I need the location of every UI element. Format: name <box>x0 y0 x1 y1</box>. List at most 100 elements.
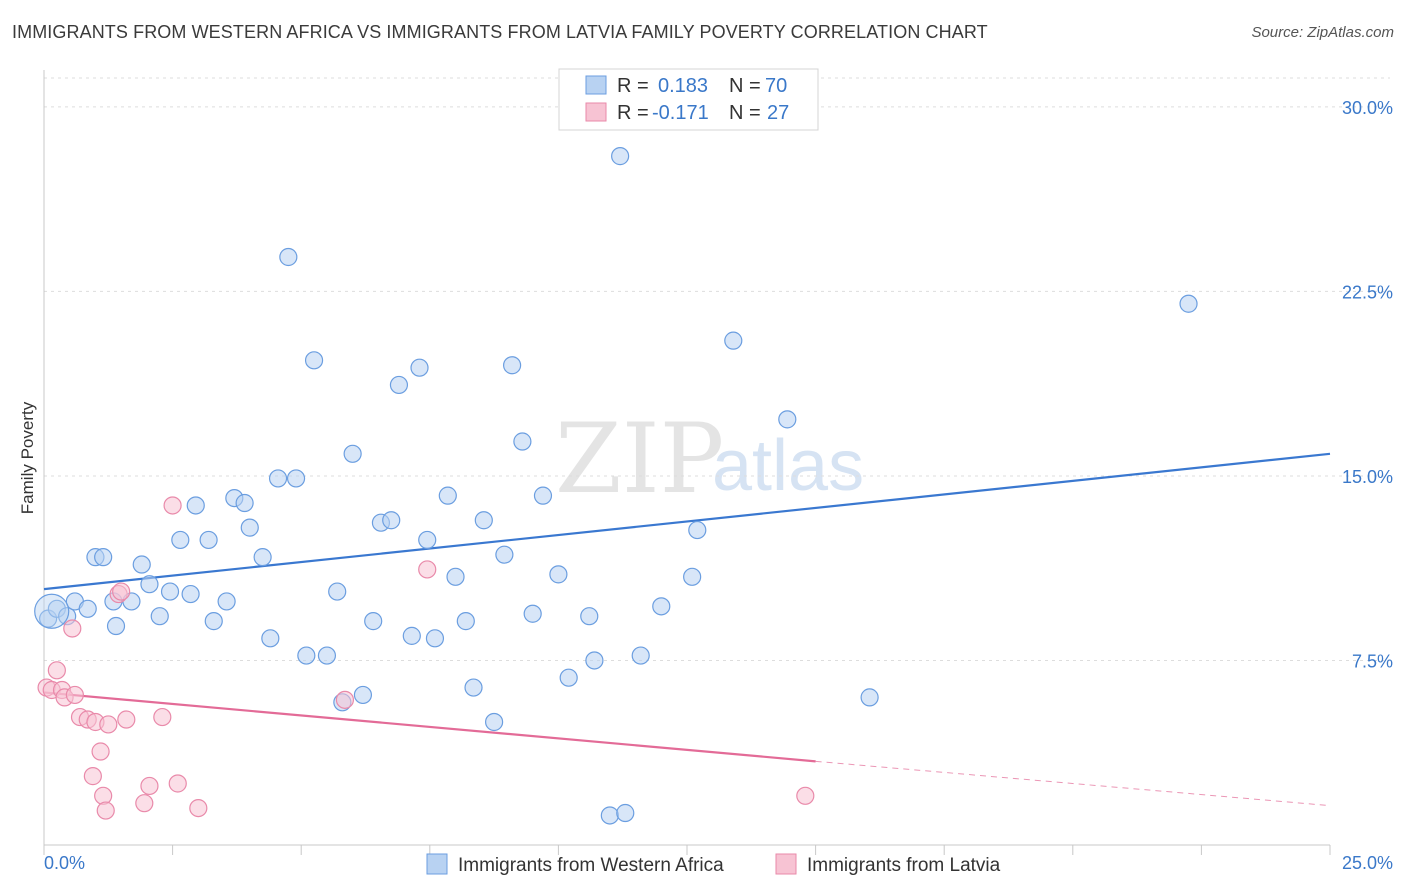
y-tick-label-1: 15.0% <box>1342 467 1393 487</box>
wa-point <box>523 604 542 623</box>
wa-point <box>268 469 288 488</box>
series-legend-swatch-pink <box>775 853 797 875</box>
wa-point <box>34 593 70 629</box>
lv-point <box>99 715 118 734</box>
y-tick-label-0: 7.5% <box>1352 651 1393 671</box>
trend-line-western-africa <box>43 452 1331 591</box>
wa-point <box>652 597 671 616</box>
wa-point <box>317 646 337 665</box>
lv-point <box>91 742 110 761</box>
wa-point <box>438 486 457 505</box>
series-latvia-points <box>37 496 815 820</box>
series-legend-label-western-africa: Immigrants from Western Africa <box>458 855 724 876</box>
wa-point <box>600 806 619 825</box>
lv-point <box>189 798 208 818</box>
series-legend-swatch-blue <box>426 853 448 875</box>
wa-point <box>402 626 421 645</box>
lv-point <box>94 786 113 805</box>
wa-point <box>132 555 151 574</box>
wa-point <box>279 247 298 267</box>
wa-point <box>513 432 532 451</box>
correlation-legend: R = 0.183 N = 70 R = -0.171 N = 27 <box>558 68 819 131</box>
wa-point <box>140 575 159 594</box>
lv-point <box>135 794 154 813</box>
wa-point <box>474 511 493 530</box>
lv-point <box>153 707 172 727</box>
wa-point <box>456 612 475 631</box>
lv-point <box>163 496 182 515</box>
wa-point <box>204 612 223 631</box>
wa-point <box>353 685 373 705</box>
wa-point <box>464 678 483 697</box>
source-label: Source: ZipAtlas.com <box>1251 24 1394 41</box>
y-axis-label: Family Poverty <box>18 401 37 514</box>
wa-point <box>616 803 635 823</box>
lv-point <box>418 560 437 579</box>
y-tick-label-2: 22.5% <box>1342 282 1393 302</box>
lv-point <box>63 619 82 638</box>
legend-swatch-pink <box>585 102 607 122</box>
watermark: ZIP atlas <box>555 403 864 515</box>
wa-point <box>382 511 401 530</box>
lv-point <box>65 685 84 705</box>
x-axis-ticks <box>43 845 1331 855</box>
lv-point <box>796 786 815 805</box>
wa-point <box>150 607 169 626</box>
legend-r-label-2: R = <box>617 102 649 124</box>
lv-point <box>140 776 159 796</box>
legend-r-label-1: R = <box>617 75 649 97</box>
lv-point <box>168 774 187 793</box>
wa-point <box>778 410 797 429</box>
wa-point <box>181 584 200 604</box>
wa-point <box>186 496 205 515</box>
wa-point <box>106 616 126 636</box>
x-tick-label-min: 0.0% <box>44 853 85 873</box>
wa-point <box>328 582 347 601</box>
y-tick-label-3: 30.0% <box>1342 98 1393 118</box>
wa-point <box>585 651 604 670</box>
wa-point <box>688 520 707 540</box>
legend-n-value-1: 70 <box>765 75 787 97</box>
wa-point <box>343 444 362 463</box>
series-legend-label-latvia: Immigrants from Latvia <box>807 855 1001 876</box>
wa-point <box>171 530 190 550</box>
trend-line-latvia-extension <box>815 760 1331 807</box>
wa-point <box>631 646 650 665</box>
series-western-africa-points <box>34 147 1198 825</box>
series-legend: Immigrants from Western Africa Immigrant… <box>426 853 1001 876</box>
chart-title: IMMIGRANTS FROM WESTERN AFRICA VS IMMIGR… <box>12 22 988 42</box>
trend-line-latvia <box>43 691 816 763</box>
wa-point <box>94 548 113 567</box>
wa-point <box>683 567 702 586</box>
wa-point <box>253 548 272 567</box>
wa-point <box>297 646 316 665</box>
wa-point <box>485 712 504 732</box>
lv-point <box>83 767 102 786</box>
wa-point <box>446 567 465 586</box>
legend-r-value-2: -0.171 <box>652 102 709 124</box>
wa-point <box>199 530 218 550</box>
wa-point <box>304 351 324 370</box>
lv-point <box>47 661 66 680</box>
wa-point <box>549 565 568 584</box>
wa-point <box>1179 294 1198 313</box>
wa-point <box>425 629 445 648</box>
watermark-zip: ZIP <box>555 403 724 515</box>
lv-point <box>335 690 355 709</box>
wa-point <box>261 629 280 648</box>
lv-point <box>96 801 115 820</box>
gridlines <box>44 77 1390 661</box>
watermark-atlas: atlas <box>712 426 864 506</box>
wa-point <box>410 358 429 377</box>
wa-point <box>503 356 522 375</box>
lv-point <box>112 582 131 601</box>
legend-r-value-1: 0.183 <box>658 75 708 97</box>
wa-point <box>724 331 743 350</box>
wa-point <box>389 375 409 395</box>
trend-lines <box>43 452 1331 807</box>
wa-point <box>418 530 437 550</box>
y-axis-tick-labels: 7.5% 15.0% 22.5% 30.0% <box>1342 98 1393 672</box>
wa-point <box>611 147 630 166</box>
wa-point <box>240 518 259 537</box>
